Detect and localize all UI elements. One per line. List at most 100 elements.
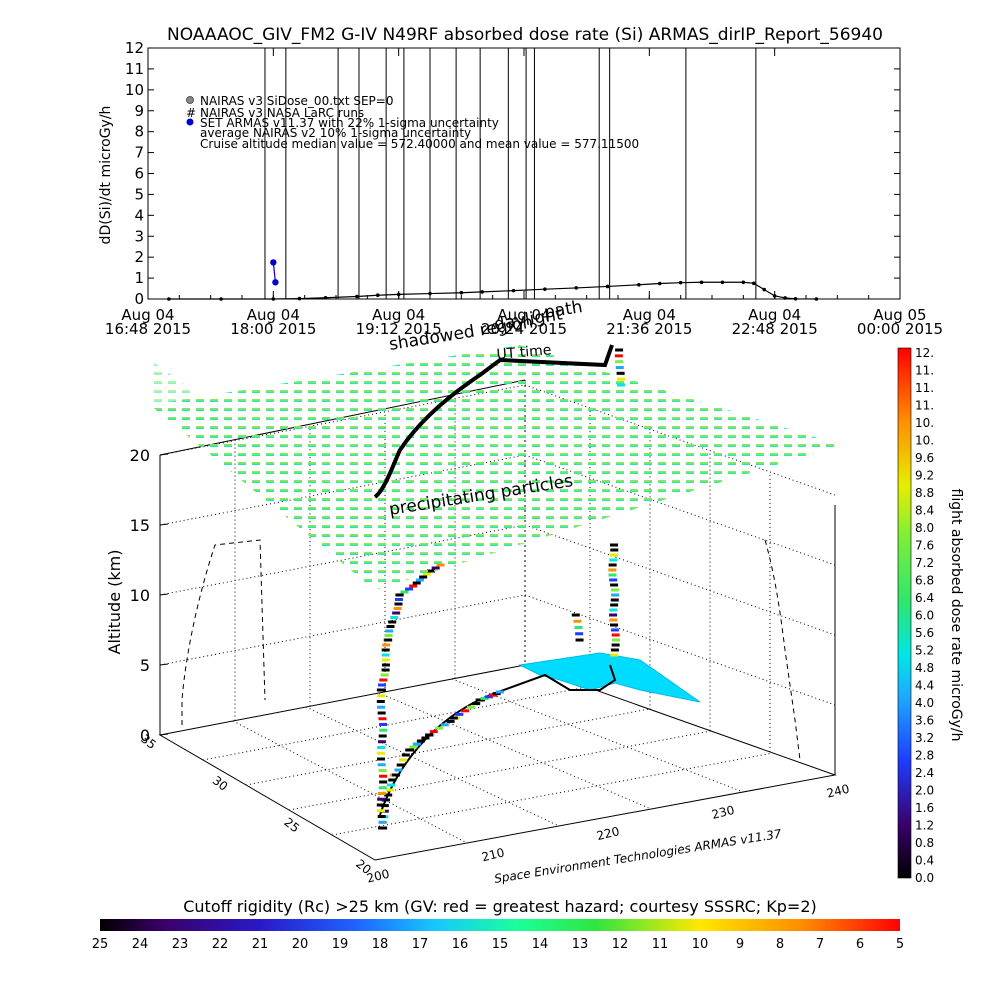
series-point-0-6: [375, 293, 380, 298]
dose-mark: [377, 746, 386, 749]
rigidity-colorbar-ticks: 25 24 23 22 21 20 19 18 17 16 15 14 13 12 11 10 9 8 7 6 5: [92, 937, 904, 952]
dose-mark: [421, 736, 430, 740]
rigidity-colorbar-tick-6: 19: [332, 937, 349, 952]
dose-mark: [609, 613, 618, 617]
series-point-0-20: [741, 280, 746, 285]
longitude-tick-1: 210: [480, 845, 506, 864]
x-tick-date-0: Aug 04: [121, 306, 174, 324]
dose-mark: [378, 820, 387, 824]
altitude-tick-mark: [159, 593, 169, 596]
dose-colorbar-tick-20: 8.0: [915, 521, 934, 535]
dose-colorbar-tick-10: 4.0: [915, 696, 934, 710]
3d-floor: [158, 664, 837, 861]
dose-mark: [379, 728, 388, 732]
dose-mark: [392, 611, 401, 615]
dose-mark: [393, 607, 402, 610]
dose-mark: [574, 626, 583, 629]
y-tick-label-9: 9: [134, 102, 144, 120]
dose-mark: [405, 587, 414, 591]
dose-mark: [395, 593, 404, 597]
dose-colorbar-tick-19: 7.6: [915, 539, 934, 553]
legend-entry-0: NAIRAS v3 SiDose_00.txt SEP=0: [200, 94, 393, 108]
dose-mark: [394, 598, 403, 601]
x-tick-time-0: 16:48 2015: [105, 320, 191, 338]
x-tick-time-4: 21:36 2015: [606, 320, 692, 338]
dose-mark: [380, 673, 389, 677]
3d-floor-grid: [202, 678, 774, 844]
rigidity-colorbar-tick-3: 22: [212, 937, 229, 952]
dose-colorbar-tick-1: 0.4: [915, 854, 934, 868]
wall-grid-line: [159, 594, 526, 666]
dose-mark: [379, 826, 388, 830]
ground-footprint: [518, 652, 701, 703]
dose-colorbar-tick-12: 4.8: [915, 661, 934, 675]
floor-grid-line: [288, 730, 712, 811]
top-chart-legend: NAIRAS v3 SiDose_00.txt SEP=0 # NAIRAS v…: [186, 94, 639, 151]
rigidity-colorbar-tick-7: 18: [372, 937, 389, 952]
dose-mark: [400, 590, 409, 594]
y-tick-label-5: 5: [134, 185, 144, 203]
series-point-0-3: [297, 296, 302, 301]
dose-mark: [608, 563, 617, 567]
dose-mark: [416, 739, 425, 743]
dose-mark: [472, 702, 481, 706]
dose-mark: [376, 705, 385, 709]
dose-mark: [388, 778, 397, 782]
y-tick-label-6: 6: [134, 165, 144, 183]
dose-colorbar-tick-30: 12.: [915, 346, 934, 360]
dose-mark: [382, 798, 391, 802]
dose-mark: [609, 553, 618, 557]
series-point-0-8: [428, 291, 432, 296]
top-chart-frame: [147, 47, 901, 300]
series-point-0-25: [793, 296, 798, 301]
dose-mark: [376, 751, 385, 755]
dose-mark: [611, 593, 620, 597]
rigidity-colorbar-tick-0: 25: [92, 937, 109, 952]
dose-colorbar-tick-28: 11.: [915, 381, 934, 395]
rigidity-colorbar-tick-13: 12: [612, 937, 629, 952]
floor-grid-line: [305, 706, 560, 827]
rigidity-colorbar-tick-12: 13: [572, 937, 589, 952]
dose-mark: [615, 360, 624, 364]
series-point-0-22: [762, 287, 767, 292]
floor-grid-line: [232, 720, 468, 844]
dose-mark: [615, 366, 624, 369]
series-point-0-10: [480, 290, 485, 294]
dose-mark: [425, 733, 434, 737]
top-chart-title: NOAAAOC_GIV_FM2 G-IV N49RF absorbed dose…: [167, 25, 883, 45]
x-tick-time-1: 18:00 2015: [230, 320, 316, 338]
dose-colorbar-tick-14: 5.6: [915, 626, 934, 640]
dose-colorbar-tick-4: 1.6: [915, 801, 934, 815]
dose-mark: [610, 648, 619, 652]
rigidity-colorbar-tick-11: 14: [532, 937, 549, 952]
dose-mark: [475, 698, 484, 702]
dose-mark: [455, 712, 464, 716]
dose-mark: [385, 629, 394, 633]
series-point-0-19: [720, 280, 725, 285]
dose-mark: [381, 668, 390, 672]
floor-grid-line: [451, 678, 744, 793]
x-tick-date-5: Aug 04: [748, 306, 801, 324]
dose-mark: [387, 783, 396, 787]
rigidity-colorbar-tick-15: 10: [692, 937, 709, 952]
dose-mark: [409, 584, 418, 588]
rigidity-colorbar-tick-19: 6: [856, 937, 864, 952]
dose-mark: [377, 694, 386, 698]
dose-colorbar-label: flight absorbed dose rate microGy/h: [948, 489, 964, 742]
dose-mark: [377, 740, 386, 744]
dose-mark: [610, 623, 619, 627]
series-point-0-11: [511, 288, 516, 293]
dose-mark: [415, 578, 424, 582]
dose-mark: [461, 709, 470, 713]
y-tick-label-11: 11: [125, 60, 144, 78]
dose-colorbar-tick-22: 8.8: [915, 486, 934, 500]
dose-colorbar-tick-5: 2.0: [915, 784, 934, 798]
dose-mark: [609, 558, 618, 562]
altitude-tick-mark: [159, 453, 169, 456]
rigidity-colorbar-tick-18: 7: [816, 937, 824, 952]
dose-mark: [384, 793, 393, 797]
series-point-0-14: [605, 284, 610, 289]
rigidity-colorbar-tick-1: 24: [132, 937, 149, 952]
latitude-tick-2: 30: [210, 773, 231, 793]
